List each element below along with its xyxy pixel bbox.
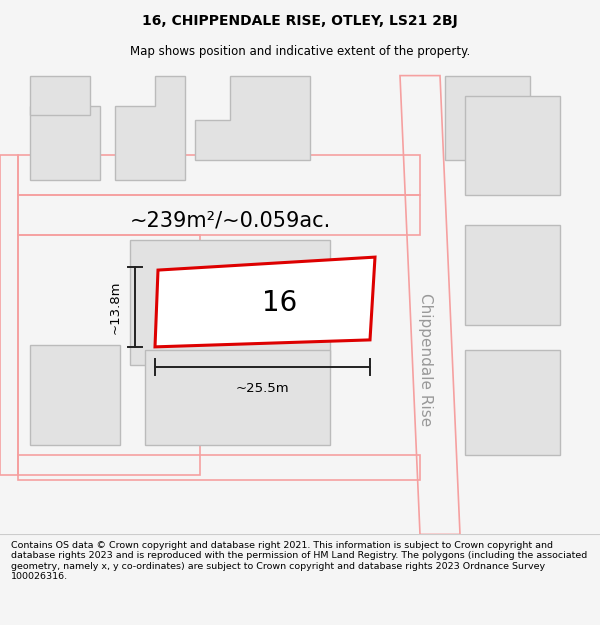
Polygon shape xyxy=(30,106,100,181)
Text: ~13.8m: ~13.8m xyxy=(109,280,121,334)
Text: Chippendale Rise: Chippendale Rise xyxy=(418,293,433,426)
Polygon shape xyxy=(130,240,330,365)
Polygon shape xyxy=(445,76,530,161)
Polygon shape xyxy=(145,350,330,444)
Text: 16: 16 xyxy=(262,289,297,318)
Polygon shape xyxy=(465,96,560,195)
Polygon shape xyxy=(115,76,185,181)
Polygon shape xyxy=(30,76,90,116)
Polygon shape xyxy=(465,350,560,454)
Text: ~25.5m: ~25.5m xyxy=(236,382,289,395)
Text: Map shows position and indicative extent of the property.: Map shows position and indicative extent… xyxy=(130,45,470,58)
Polygon shape xyxy=(465,225,560,325)
Polygon shape xyxy=(155,257,375,347)
Text: 16, CHIPPENDALE RISE, OTLEY, LS21 2BJ: 16, CHIPPENDALE RISE, OTLEY, LS21 2BJ xyxy=(142,14,458,28)
Text: ~239m²/~0.059ac.: ~239m²/~0.059ac. xyxy=(130,210,331,230)
Text: Contains OS data © Crown copyright and database right 2021. This information is : Contains OS data © Crown copyright and d… xyxy=(11,541,587,581)
Polygon shape xyxy=(30,345,120,444)
Polygon shape xyxy=(195,76,310,161)
